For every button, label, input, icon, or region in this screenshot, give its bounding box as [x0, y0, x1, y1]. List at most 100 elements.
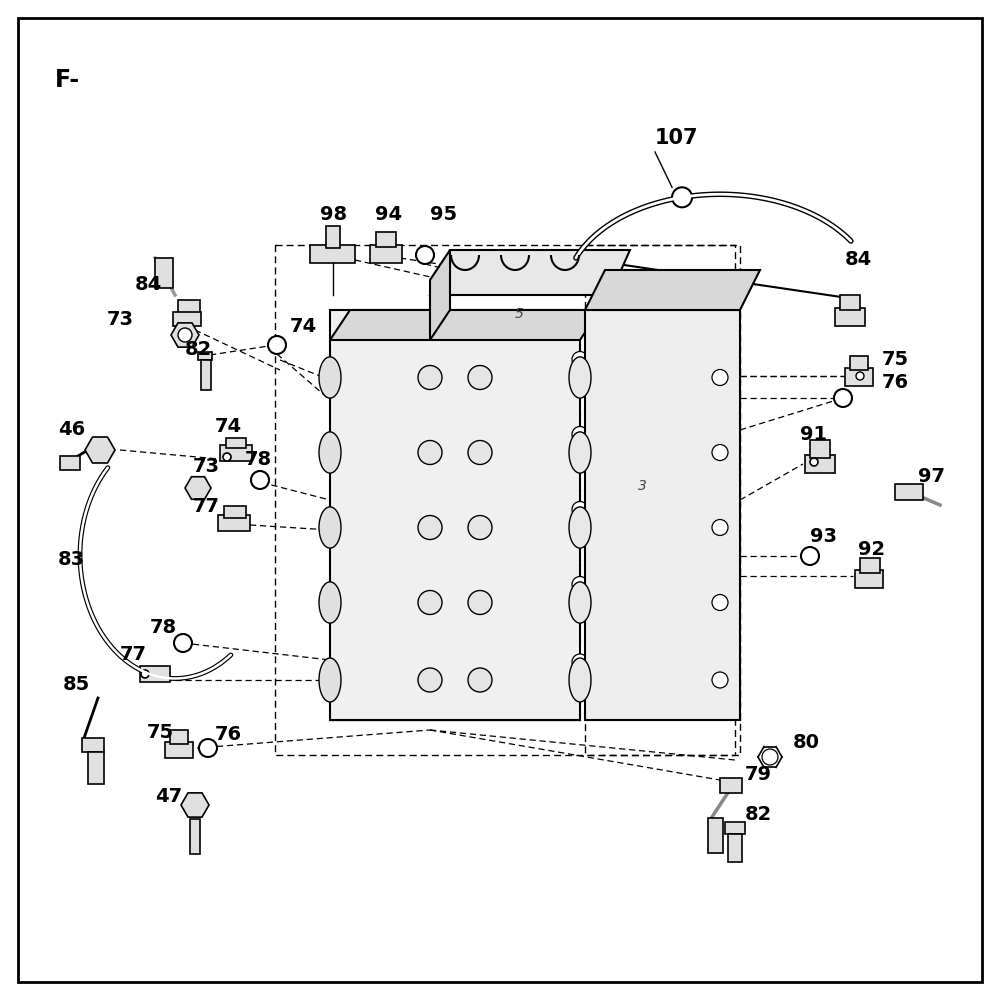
- Bar: [728, 834, 742, 862]
- Circle shape: [572, 352, 588, 367]
- Circle shape: [141, 670, 149, 678]
- Text: 78: 78: [150, 618, 177, 637]
- Bar: [224, 506, 246, 518]
- Text: 76: 76: [215, 725, 242, 744]
- Text: 94: 94: [375, 205, 402, 224]
- Circle shape: [468, 365, 492, 389]
- Text: 75: 75: [147, 723, 174, 742]
- Bar: [720, 778, 742, 793]
- Circle shape: [856, 372, 864, 380]
- Circle shape: [712, 672, 728, 688]
- Ellipse shape: [319, 507, 341, 548]
- Circle shape: [178, 328, 192, 342]
- Text: 107: 107: [655, 128, 698, 148]
- Text: 78: 78: [245, 450, 272, 469]
- Circle shape: [801, 547, 819, 565]
- Ellipse shape: [569, 658, 591, 702]
- Bar: [708, 818, 723, 853]
- Bar: [140, 666, 170, 682]
- Bar: [370, 245, 402, 263]
- Bar: [82, 738, 104, 752]
- Polygon shape: [171, 323, 199, 347]
- Text: 80: 80: [793, 733, 820, 752]
- Polygon shape: [585, 270, 760, 310]
- Text: 82: 82: [185, 340, 212, 359]
- Circle shape: [174, 634, 192, 652]
- Circle shape: [834, 389, 852, 407]
- Circle shape: [762, 749, 778, 765]
- Polygon shape: [585, 310, 740, 720]
- Bar: [326, 226, 340, 248]
- Text: 95: 95: [430, 205, 457, 224]
- Circle shape: [712, 369, 728, 385]
- Circle shape: [418, 365, 442, 389]
- Bar: [840, 295, 860, 310]
- Text: 83: 83: [58, 550, 85, 569]
- Text: 77: 77: [120, 645, 147, 664]
- Polygon shape: [430, 250, 450, 340]
- Bar: [855, 570, 883, 588]
- Bar: [88, 752, 104, 784]
- Polygon shape: [430, 250, 630, 295]
- Text: 84: 84: [845, 250, 872, 269]
- Circle shape: [418, 668, 442, 692]
- Ellipse shape: [569, 432, 591, 473]
- Bar: [860, 558, 880, 573]
- Text: 47: 47: [155, 787, 182, 806]
- Text: 82: 82: [745, 805, 772, 824]
- Bar: [201, 360, 211, 390]
- Text: 93: 93: [810, 527, 837, 546]
- Circle shape: [199, 739, 217, 757]
- Circle shape: [572, 426, 588, 442]
- Circle shape: [672, 187, 692, 207]
- Text: 79: 79: [745, 765, 772, 784]
- Circle shape: [268, 336, 286, 354]
- Bar: [810, 440, 830, 458]
- Bar: [218, 515, 250, 531]
- Text: 76: 76: [882, 373, 909, 392]
- Polygon shape: [330, 310, 580, 720]
- Text: 91: 91: [800, 425, 827, 444]
- Bar: [198, 352, 212, 360]
- Bar: [220, 445, 252, 461]
- Circle shape: [418, 440, 442, 464]
- Text: 5: 5: [515, 307, 524, 321]
- Text: 97: 97: [918, 467, 945, 486]
- Text: 84: 84: [135, 275, 162, 294]
- Bar: [895, 484, 923, 500]
- Circle shape: [572, 502, 588, 518]
- Ellipse shape: [569, 507, 591, 548]
- Bar: [178, 300, 200, 315]
- Text: F-: F-: [55, 68, 80, 92]
- Text: 73: 73: [193, 457, 220, 476]
- Bar: [376, 232, 396, 247]
- Bar: [226, 438, 246, 448]
- Circle shape: [572, 654, 588, 670]
- Circle shape: [468, 668, 492, 692]
- Text: 98: 98: [320, 205, 347, 224]
- Circle shape: [810, 458, 818, 466]
- Bar: [155, 258, 173, 288]
- Circle shape: [468, 590, 492, 614]
- Text: 74: 74: [215, 417, 242, 436]
- Ellipse shape: [319, 357, 341, 398]
- Bar: [845, 368, 873, 386]
- Bar: [585, 245, 740, 755]
- Ellipse shape: [319, 432, 341, 473]
- Ellipse shape: [319, 658, 341, 702]
- Polygon shape: [181, 793, 209, 817]
- Text: 3: 3: [638, 479, 647, 493]
- Bar: [165, 742, 193, 758]
- Text: 74: 74: [290, 317, 317, 336]
- Circle shape: [468, 440, 492, 464]
- Bar: [190, 819, 200, 854]
- Text: 46: 46: [58, 420, 85, 439]
- Polygon shape: [185, 477, 211, 499]
- Ellipse shape: [569, 357, 591, 398]
- Text: 77: 77: [193, 497, 220, 516]
- Circle shape: [572, 576, 588, 592]
- Circle shape: [712, 520, 728, 536]
- Circle shape: [418, 516, 442, 540]
- Circle shape: [712, 444, 728, 460]
- Bar: [725, 822, 745, 834]
